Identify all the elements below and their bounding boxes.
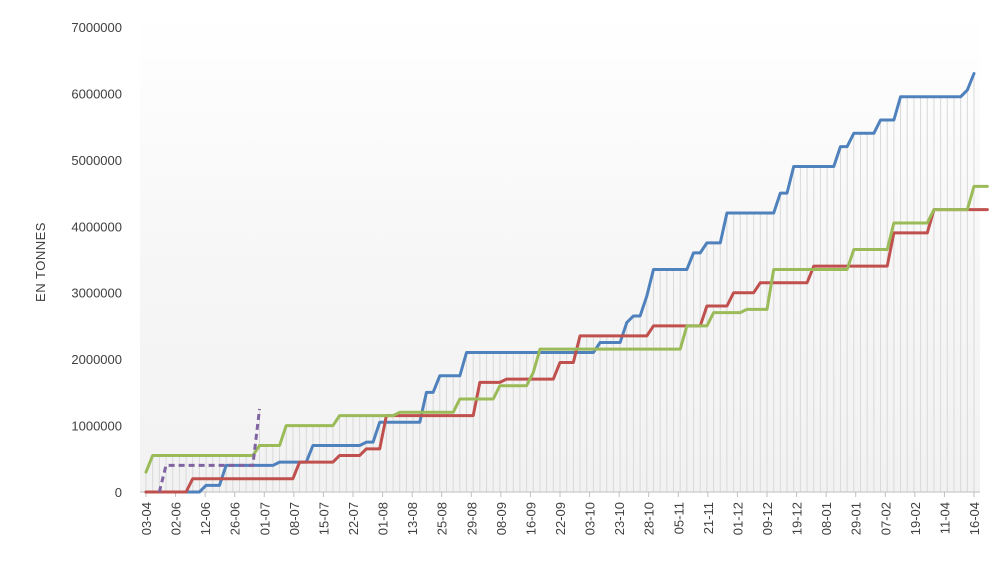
x-tick-label: 26-06	[228, 502, 243, 535]
x-tick-label: 12-06	[198, 502, 213, 535]
x-tick-label: 08-09	[494, 502, 509, 535]
x-tick-label: 22-09	[553, 502, 568, 535]
x-tick-label: 03-10	[583, 502, 598, 535]
x-tick-label: 03-04	[139, 502, 154, 535]
x-tick-label: 16-09	[523, 502, 538, 535]
series-line-3	[144, 184, 989, 474]
x-tick-label: 21-11	[701, 502, 716, 534]
x-tick-label: 11-04	[937, 502, 952, 534]
x-tick-label: 01-08	[376, 502, 391, 535]
x-tick-label: 08-07	[287, 502, 302, 535]
y-axis-title: EN TONNES	[33, 222, 48, 302]
x-axis: 03-04 02-06 12-06 26-06 01-07 08-07 15-07 22-07…	[139, 492, 982, 535]
y-tick-label: 4000000	[71, 219, 122, 234]
y-tick-label: 6000000	[71, 86, 122, 101]
y-tick-label: 0	[115, 485, 122, 500]
series-group	[144, 72, 989, 494]
y-tick-label: 7000000	[71, 20, 122, 35]
x-tick-label: 01-12	[730, 502, 745, 535]
x-tick-label: 29-01	[849, 502, 864, 535]
x-tick-label: 09-12	[760, 502, 775, 535]
x-tick-label: 15-07	[316, 502, 331, 535]
y-tick-label: 2000000	[71, 352, 122, 367]
y-tick-label: 3000000	[71, 286, 122, 301]
x-tick-label: 13-08	[405, 502, 420, 535]
x-tick-label: 07-02	[878, 502, 893, 535]
x-tick-label: 19-02	[908, 502, 923, 535]
series-line-4	[157, 408, 262, 493]
x-tick-label: 16-04	[967, 502, 982, 535]
series-line-1	[144, 72, 976, 494]
x-tick-label: 23-10	[612, 502, 627, 535]
x-tick-label: 05-11	[671, 502, 686, 534]
x-tick-label: 08-01	[819, 502, 834, 535]
y-axis: 0 1000000 2000000 3000000 4000000 5000000 6000…	[71, 20, 122, 500]
x-tick-label: 29-08	[464, 502, 479, 535]
drop-lines	[145, 73, 975, 492]
y-tick-label: 1000000	[71, 419, 122, 434]
x-tick-label: 22-07	[346, 502, 361, 535]
x-tick-label: 25-08	[435, 502, 450, 535]
x-tick-label: 19-12	[790, 502, 805, 535]
x-tick-label: 02-06	[169, 502, 184, 535]
x-tick-label: 28-10	[642, 502, 657, 535]
y-tick-label: 5000000	[71, 153, 122, 168]
x-tick-label: 01-07	[257, 502, 272, 535]
